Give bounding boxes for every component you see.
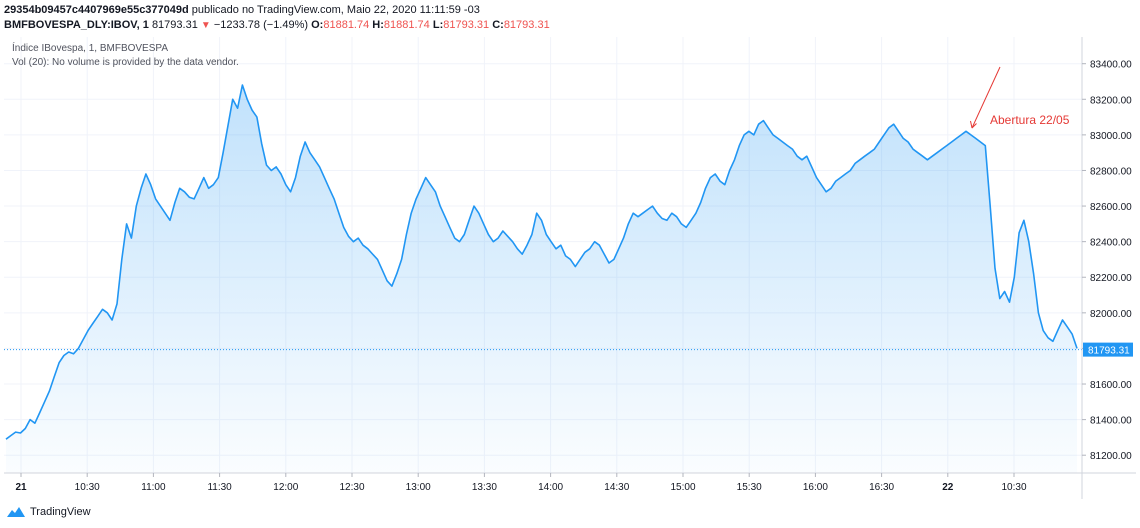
annotation-arrow [971, 66, 1001, 129]
x-tick-label: 11:00 [141, 482, 166, 493]
high-value: 81881.74 [383, 19, 430, 31]
annotation-arrow-head [970, 120, 977, 129]
y-tick-label: 81600.00 [1090, 380, 1132, 391]
price-line [5, 84, 1078, 440]
y-tick-label: 82000.00 [1090, 309, 1132, 320]
y-tick-label: 83400.00 [1090, 60, 1132, 71]
y-tick-label: 82800.00 [1090, 166, 1132, 177]
footer: TradingView [6, 506, 91, 518]
volume-note: Vol (20): No volume is provided by the d… [12, 57, 239, 68]
last-price: 81793.31 [151, 19, 198, 31]
publish-info: publicado no TradingView.com, Maio 22, 2… [188, 4, 480, 16]
open-label: O: [311, 19, 324, 31]
y-tick-label: 82200.00 [1090, 273, 1132, 284]
footer-brand: TradingView [30, 506, 91, 518]
x-tick-label: 12:30 [339, 482, 364, 493]
price-area [6, 85, 1077, 473]
price-chart[interactable]: Abertura 22/05 81200.00 81400.00 81600.00 8… [4, 37, 1136, 499]
close-label: C: [492, 19, 504, 31]
y-tick-label: 81200.00 [1090, 451, 1132, 462]
y-tick-label: 81400.00 [1090, 416, 1132, 427]
open-value: 81881.74 [323, 19, 370, 31]
down-arrow-icon: ▼ [200, 20, 211, 31]
high-label: H: [372, 19, 384, 31]
symbol-label: BMFBOVESPA_DLY:IBOV, 1 [4, 19, 149, 31]
close-value: 81793.31 [503, 19, 550, 31]
price-change: −1233.78 (−1.49%) [213, 19, 309, 31]
chart-frame[interactable]: Abertura 22/05 81200.00 81400.00 81600.00 8… [4, 37, 1136, 499]
x-tick-label: 13:00 [406, 482, 431, 493]
x-tick-label: 21 [15, 482, 27, 493]
publish-line: 29354b09457c4407969e55c377049d publicado… [4, 3, 550, 18]
quote-line: BMFBOVESPA_DLY:IBOV, 1 81793.31 ▼ −1233.… [4, 18, 550, 33]
annotation-text: Abertura 22/05 [990, 113, 1070, 127]
x-tick-label: 15:00 [670, 482, 695, 493]
x-tick-label: 16:30 [869, 482, 894, 493]
tradingview-logo-icon [7, 507, 25, 517]
y-tick-label: 82400.00 [1090, 238, 1132, 249]
x-tick-label: 16:00 [803, 482, 828, 493]
x-tick-label: 10:30 [75, 482, 100, 493]
x-tick-label: 12:00 [273, 482, 298, 493]
series-title: Índice IBovespa, 1, BMFBOVESPA [12, 43, 168, 54]
last-price-tag [1083, 342, 1133, 357]
y-tick-label: 82600.00 [1090, 202, 1132, 213]
x-tick-label: 14:00 [538, 482, 563, 493]
chart-header: 29354b09457c4407969e55c377049d publicado… [4, 3, 550, 33]
x-tick-label: 13:30 [472, 482, 497, 493]
y-tick-label: 83000.00 [1090, 131, 1132, 142]
chart-legend: Índice IBovespa, 1, BMFBOVESPA Vol (20):… [12, 42, 239, 70]
x-tick-label: 15:30 [737, 482, 762, 493]
publish-id: 29354b09457c4407969e55c377049d [4, 4, 189, 16]
last-price-tag-label: 81793.31 [1088, 346, 1130, 357]
x-tick-label: 22 [942, 482, 954, 493]
x-tick-label: 10:30 [1001, 482, 1026, 493]
low-label: L: [432, 19, 444, 31]
x-tick-label: 14:30 [604, 482, 629, 493]
low-value: 81793.31 [443, 19, 490, 31]
y-tick-label: 83200.00 [1090, 95, 1132, 106]
x-tick-label: 11:30 [207, 482, 232, 493]
